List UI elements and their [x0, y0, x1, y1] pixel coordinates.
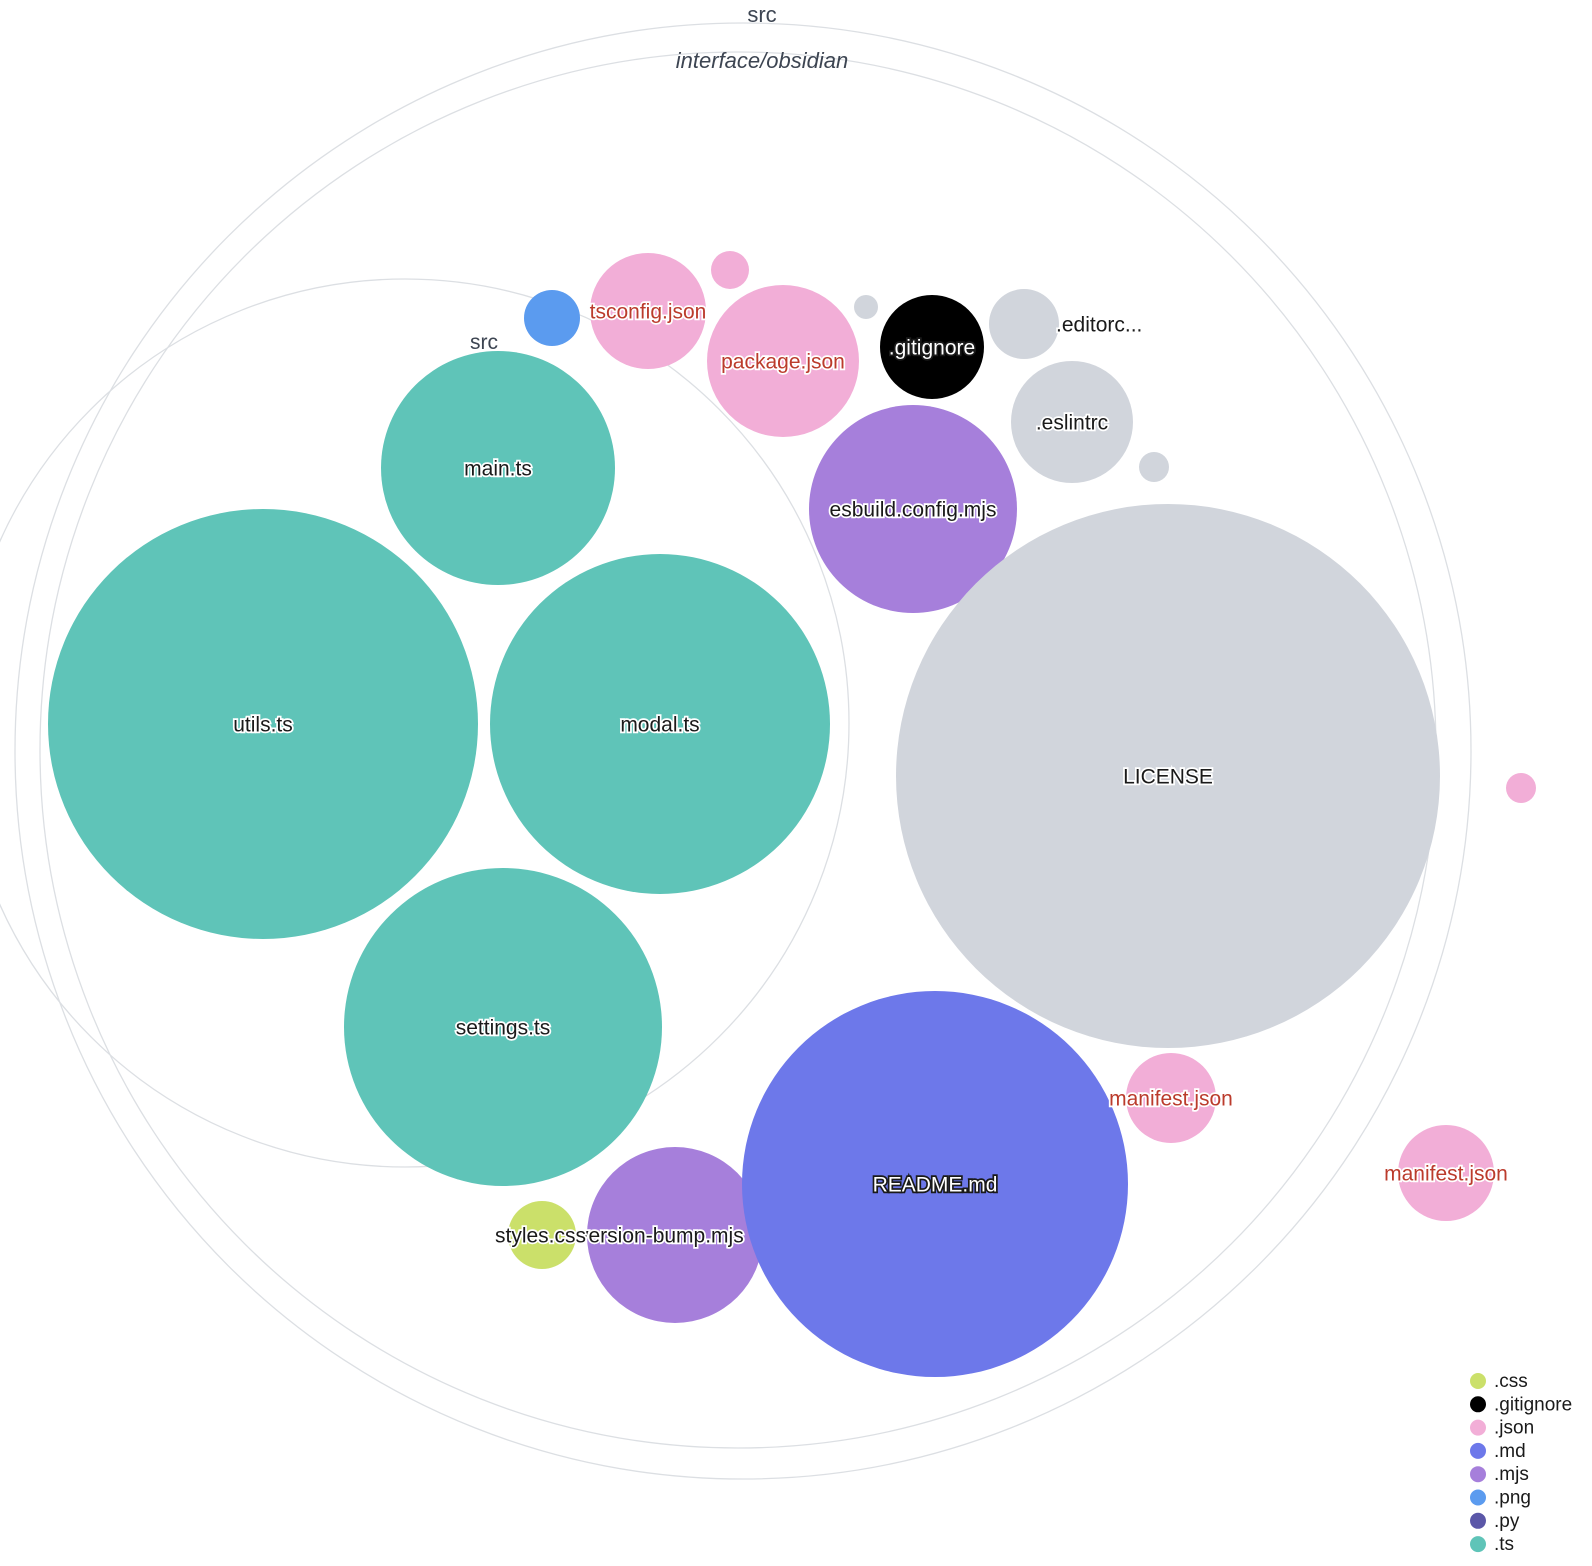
svg-text:main.ts: main.ts	[464, 457, 532, 480]
svg-text:.gitignore: .gitignore	[889, 336, 975, 359]
svg-text:.gitignore: .gitignore	[1494, 1394, 1572, 1415]
svg-text:.png: .png	[1494, 1488, 1531, 1509]
svg-text:src: src	[470, 331, 498, 354]
svg-text:utils.ts: utils.ts	[233, 713, 293, 736]
svg-text:.mjs: .mjs	[1494, 1464, 1529, 1485]
svg-text:version-bump.mjs: version-bump.mjs	[578, 1224, 744, 1247]
svg-text:src: src	[747, 2, 776, 27]
svg-text:manifest.json: manifest.json	[1384, 1162, 1508, 1185]
svg-text:README.md: README.md	[873, 1173, 998, 1196]
svg-text:.css: .css	[1494, 1371, 1528, 1392]
svg-text:styles.css: styles.css	[495, 1224, 586, 1247]
svg-text:.md: .md	[1494, 1441, 1526, 1462]
svg-text:.py: .py	[1494, 1511, 1520, 1532]
svg-text:package.json: package.json	[721, 350, 845, 373]
svg-text:modal.ts: modal.ts	[620, 713, 699, 736]
svg-text:.ts: .ts	[1494, 1534, 1514, 1555]
svg-text:interface/obsidian: interface/obsidian	[676, 48, 848, 73]
svg-text:LICENSE: LICENSE	[1123, 765, 1213, 788]
svg-text:settings.ts: settings.ts	[456, 1016, 551, 1039]
svg-text:.json: .json	[1494, 1418, 1534, 1439]
svg-text:.eslintrc: .eslintrc	[1036, 411, 1108, 434]
svg-text:.editorc...: .editorc...	[1056, 313, 1142, 336]
svg-text:tsconfig.json: tsconfig.json	[590, 300, 707, 323]
svg-text:esbuild.config.mjs: esbuild.config.mjs	[830, 498, 997, 521]
svg-text:manifest.json: manifest.json	[1109, 1087, 1233, 1110]
